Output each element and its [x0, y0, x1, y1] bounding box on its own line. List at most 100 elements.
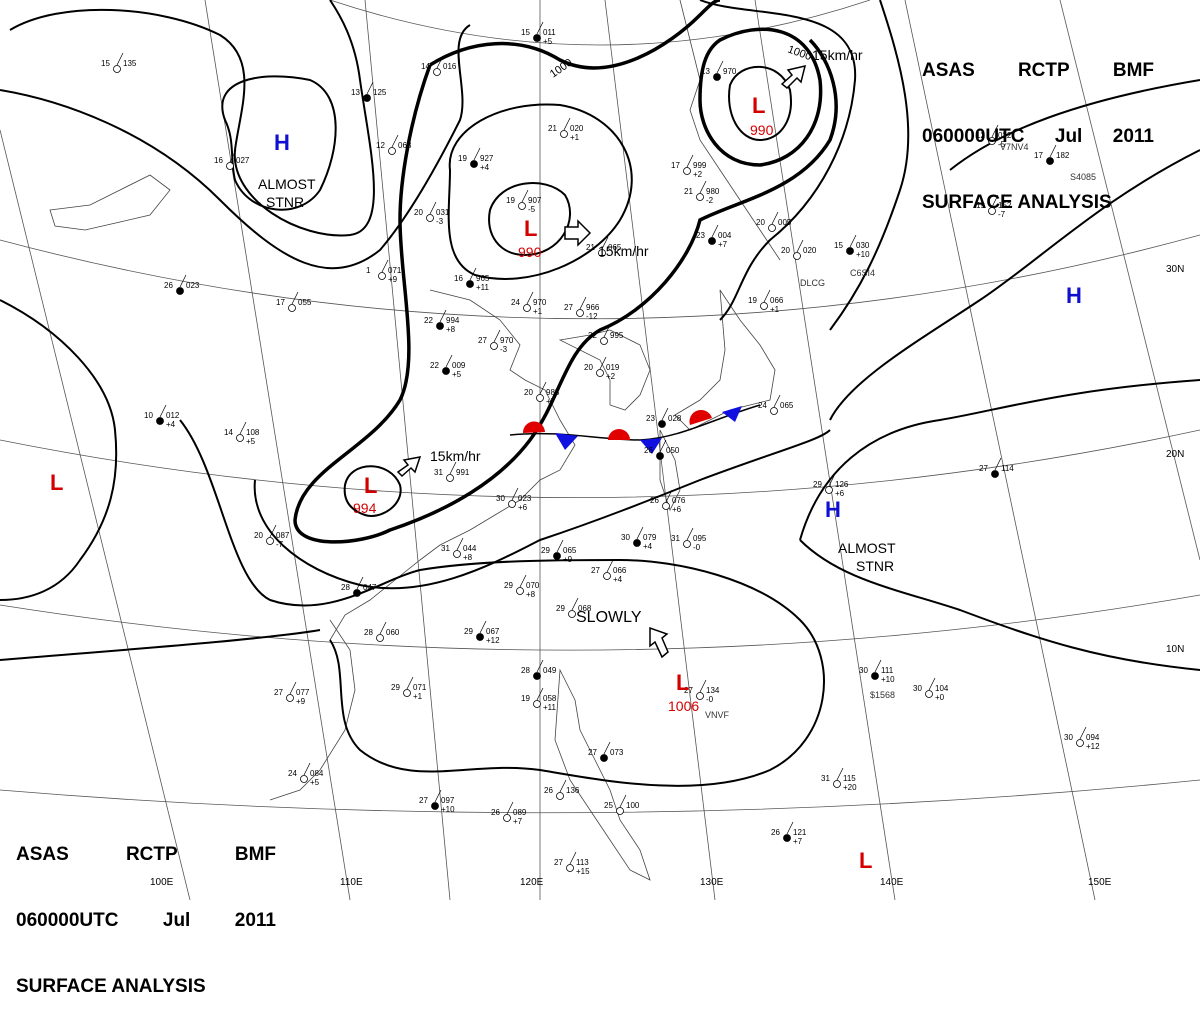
station-temperature: 20: [756, 218, 765, 227]
station-temperature: 21: [586, 243, 595, 252]
station-pressure-change: +1: [413, 692, 423, 701]
station-pressure: 023: [186, 281, 200, 290]
station-plot: 20 985+7: [524, 381, 560, 406]
station-pressure: 965: [476, 274, 490, 283]
station-pressure: 049: [543, 666, 557, 675]
station-wind-barb-icon: [116, 52, 124, 66]
station-wind-barb-icon: [619, 794, 627, 808]
cold-front-symbol: [555, 433, 578, 450]
station-wind-barb-icon: [636, 526, 644, 540]
low-sc-value: 994: [353, 500, 377, 516]
station-plot: 31 115+20: [821, 767, 857, 792]
station-pressure: 125: [373, 88, 387, 97]
station-pressure: 087: [276, 531, 290, 540]
station-temperature: 20: [781, 246, 790, 255]
station-temperature: 17: [1034, 151, 1043, 160]
station-temperature: 30: [859, 666, 868, 675]
station-wind-barb-icon: [519, 574, 527, 588]
station-wind-barb-icon: [179, 274, 187, 288]
station-plot: 29 070+8: [504, 574, 540, 599]
station-temperature: 12: [376, 141, 385, 150]
station-pressure-change: +6: [835, 489, 845, 498]
station-pressure: 079: [643, 533, 657, 542]
station-pressure: 022: [998, 131, 1012, 140]
high-nw-symbol: H: [274, 130, 290, 155]
station-cloud-cover-icon: [760, 302, 768, 310]
station-cloud-cover-icon: [436, 322, 444, 330]
station-pressure: 067: [486, 627, 500, 636]
station-cloud-cover-icon: [560, 130, 568, 138]
station-pressure: 076: [672, 496, 686, 505]
station-temperature: 19: [458, 154, 467, 163]
header-product: ASAS: [16, 844, 69, 865]
station-temperature: 19: [748, 296, 757, 305]
header-line2: 060000UTC Jul 2011: [922, 126, 1154, 148]
station-plot: 27 966-12: [564, 296, 600, 321]
station-pressure: 970: [500, 336, 514, 345]
header-title: SURFACE ANALYSIS: [922, 192, 1112, 213]
station-temperature: 14: [224, 428, 233, 437]
station-wind-barb-icon: [571, 597, 579, 611]
station-temperature: 16: [454, 274, 463, 283]
station-wind-barb-icon: [928, 677, 936, 691]
station-cloud-cover-icon: [378, 272, 386, 280]
station-plot: 31 044+8: [441, 537, 477, 562]
station-pressure-change: +11: [543, 703, 557, 712]
station-wind-barb-icon: [686, 154, 694, 168]
station-wind-barb-icon: [159, 404, 167, 418]
station-temperature: 14: [421, 62, 430, 71]
lat-label-10n: 10N: [1166, 644, 1184, 655]
station-wind-barb-icon: [763, 289, 771, 303]
station-wind-barb-icon: [379, 621, 387, 635]
station-plot: 27 134-0: [684, 679, 720, 704]
station-plot: 30 094+12: [1064, 726, 1100, 751]
station-pressure-change: +12: [486, 636, 500, 645]
graticule-labels: 110E 120E 130E 140E 150E 30N 20N 10N: [340, 264, 1184, 888]
station-wind-barb-icon: [849, 234, 857, 248]
station-temperature: 31: [441, 544, 450, 553]
station-cloud-cover-icon: [600, 337, 608, 345]
station-temperature: 29: [813, 480, 822, 489]
station-wind-barb-icon: [994, 457, 1002, 471]
station-pressure: 019: [606, 363, 620, 372]
station-wind-barb-icon: [771, 211, 779, 225]
station-wind-barb-icon: [521, 189, 529, 203]
station-pressure-change: +2: [606, 372, 616, 381]
station-temperature: 28: [364, 628, 373, 637]
station-plot: 28 047: [341, 576, 377, 597]
station-pressure: 094: [1086, 733, 1100, 742]
station-pressure: 071: [388, 266, 402, 275]
station-wind-barb-icon: [716, 60, 724, 74]
station-wind-barb-icon: [536, 659, 544, 673]
station-plot: 27 114: [979, 457, 1014, 478]
station-cloud-cover-icon: [991, 470, 999, 478]
high-e-symbol: H: [1066, 283, 1082, 308]
station-plot: 28 049: [521, 659, 557, 680]
station-pressure: 970: [723, 67, 737, 76]
station-temperature: 22: [588, 331, 597, 340]
station-pressure-change: +8: [526, 590, 536, 599]
station-temperature: 27: [564, 303, 573, 312]
station-wind-barb-icon: [828, 473, 836, 487]
station-pressure-change: +10: [881, 675, 895, 684]
motion-arrow-n: [564, 219, 592, 247]
station-temperature: 29: [504, 581, 513, 590]
station-cloud-cover-icon: [453, 550, 461, 558]
station-cloud-cover-icon: [683, 167, 691, 175]
station-temperature: 30: [621, 533, 630, 542]
station-wind-barb-icon: [665, 489, 673, 503]
station-cloud-cover-icon: [470, 160, 478, 168]
station-plot: 31 991: [434, 461, 470, 482]
station-cloud-cover-icon: [553, 552, 561, 560]
station-pressure-change: +1: [770, 305, 780, 314]
station-temperature: 1: [366, 266, 371, 275]
lat-line-10n: [0, 594, 1200, 651]
station-plot: 20 087-7: [254, 524, 290, 549]
isobar-sw: [0, 629, 321, 661]
station-wind-barb-icon: [536, 21, 544, 35]
station-pressure-change: -5: [998, 140, 1006, 149]
low-n-symbol: L: [524, 216, 537, 241]
station-pressure: 028: [668, 414, 682, 423]
station-cloud-cover-icon: [871, 672, 879, 680]
header-product: ASAS: [922, 60, 975, 81]
